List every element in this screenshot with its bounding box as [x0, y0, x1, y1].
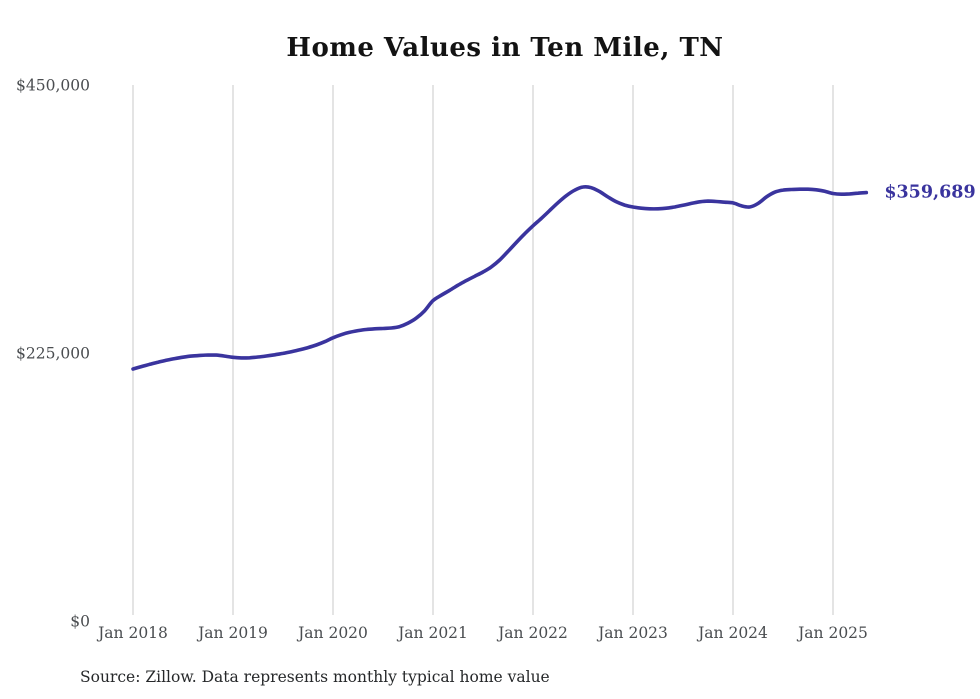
x-tick-label: Jan 2018	[96, 624, 168, 642]
x-tick-label: Jan 2022	[496, 624, 568, 642]
y-tick-label: $225,000	[16, 345, 90, 363]
x-tick-label: Jan 2024	[696, 624, 768, 642]
end-value-label: $359,689	[884, 183, 975, 203]
chart-title: Home Values in Ten Mile, TN	[286, 33, 724, 63]
source-note: Source: Zillow. Data represents monthly …	[80, 668, 550, 686]
x-tick-label: Jan 2019	[196, 624, 268, 642]
y-tick-label: $0	[70, 613, 90, 631]
y-tick-label: $450,000	[16, 77, 90, 95]
x-tick-label: Jan 2023	[596, 624, 668, 642]
home-value-line	[131, 184, 869, 371]
x-tick-label: Jan 2021	[396, 624, 468, 642]
x-tick-label: Jan 2020	[296, 624, 368, 642]
x-tick-label: Jan 2025	[796, 624, 868, 642]
